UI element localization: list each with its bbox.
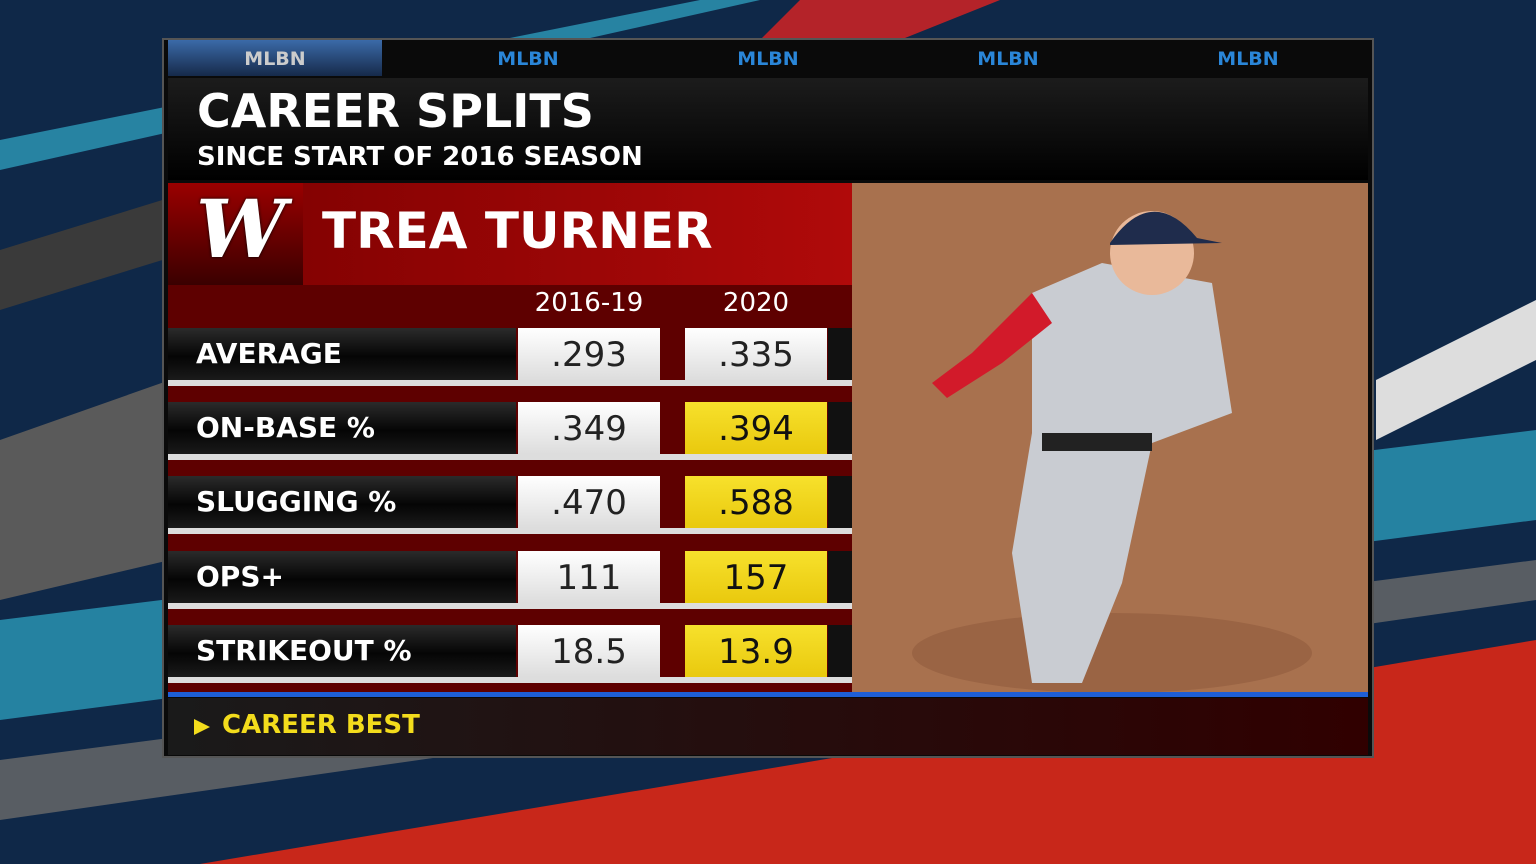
player-name: TREA TURNER: [322, 202, 713, 260]
stat-value: .349: [518, 402, 660, 455]
stat-value: 111: [518, 550, 660, 603]
row-end: [828, 550, 852, 603]
row-label: ON-BASE %: [168, 402, 516, 455]
tab: MLBN: [737, 48, 799, 70]
stat-value: .394: [685, 402, 827, 455]
stat-value: .335: [685, 328, 827, 380]
title: CAREER SPLITS: [197, 84, 594, 138]
active-tab-bg: [168, 40, 382, 76]
row-end: [828, 402, 852, 455]
row-label: STRIKEOUT %: [168, 624, 516, 677]
row-end: [828, 624, 852, 677]
row-label: SLUGGING %: [168, 476, 516, 529]
divider: [168, 692, 1368, 697]
header-bg: [168, 78, 1368, 180]
tab: MLBN: [1217, 48, 1279, 70]
stat-value: .470: [518, 476, 660, 529]
stat-value: 13.9: [685, 624, 827, 677]
row-stripe: [168, 602, 852, 609]
legend-label: CAREER BEST: [222, 710, 420, 740]
stat-value: .588: [685, 476, 827, 529]
stat-value: 157: [685, 550, 827, 603]
logo-box: [168, 183, 303, 285]
subtitle: SINCE START OF 2016 SEASON: [197, 142, 643, 172]
tab: MLBN: [497, 48, 559, 70]
team-logo: W: [196, 182, 286, 276]
row-label: AVERAGE: [168, 328, 516, 380]
column-header: 2016-19: [534, 288, 644, 318]
row-stripe: [168, 676, 852, 683]
tab: MLBN: [977, 48, 1039, 70]
column-header: 2020: [722, 288, 790, 318]
row-end: [828, 476, 852, 529]
legend-marker: [194, 719, 210, 735]
row-end: [828, 328, 852, 380]
tab: MLBN: [244, 48, 306, 70]
stat-value: 18.5: [518, 624, 660, 677]
stat-value: .293: [518, 328, 660, 380]
row-stripe: [168, 454, 852, 461]
player-photo: [852, 183, 1368, 693]
row-stripe: [168, 528, 852, 535]
row-stripe: [168, 380, 852, 386]
row-label: OPS+: [168, 550, 516, 603]
footer-bg: [168, 698, 1368, 755]
